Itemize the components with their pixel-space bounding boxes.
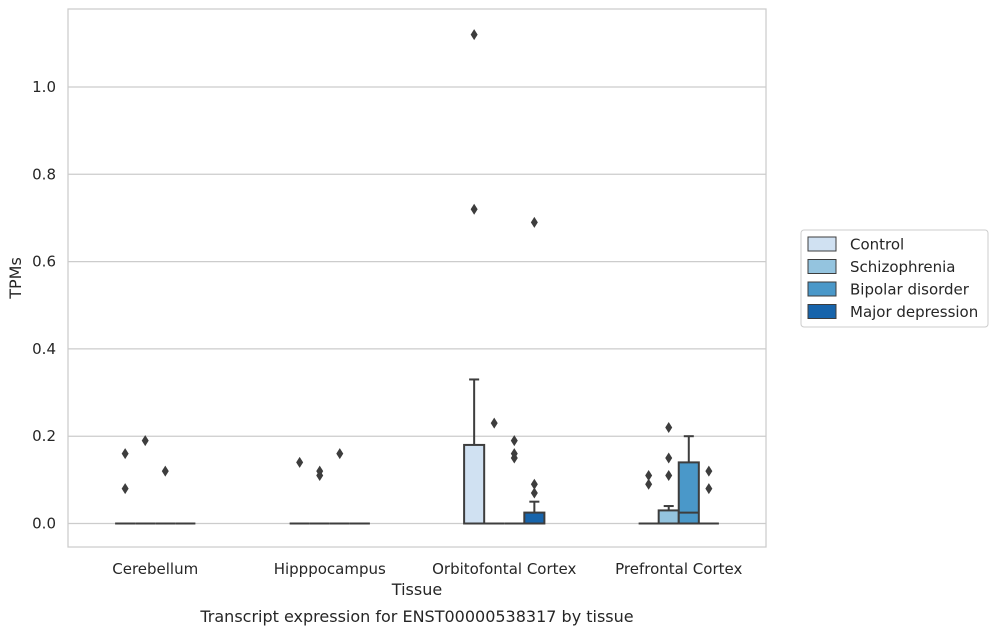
outlier-point xyxy=(510,448,518,460)
box-0-1 xyxy=(135,435,156,525)
x-tick-label: Orbitofontal Cortex xyxy=(432,560,576,578)
box xyxy=(657,509,680,525)
legend-frame xyxy=(800,229,989,328)
outlier-point xyxy=(316,465,324,477)
box-0-2 xyxy=(155,465,176,525)
legend-swatch xyxy=(807,281,837,297)
legend-label: Control xyxy=(850,236,904,254)
legend-label: Schizophrenia xyxy=(850,258,955,276)
outlier-point xyxy=(470,29,478,41)
y-tick-label: 0.6 xyxy=(32,253,56,271)
x-axis-title: Tissue xyxy=(391,580,442,599)
outlier-point xyxy=(141,435,149,447)
y-tick-label: 0.8 xyxy=(32,165,56,183)
box xyxy=(523,511,546,525)
outlier-point xyxy=(336,448,344,460)
legend-swatch xyxy=(807,304,837,319)
y-tick-labels: 0.0 0.2 0.4 0.6 0.8 1.0 xyxy=(32,78,56,533)
y-tick-label: 0.0 xyxy=(32,515,56,533)
box xyxy=(463,443,486,525)
legend-label: Major depression xyxy=(850,303,978,321)
outlier-point xyxy=(705,483,713,495)
outlier-point xyxy=(161,465,169,477)
outlier-point xyxy=(510,435,518,447)
outlier-point xyxy=(665,469,673,481)
y-tick-label: 0.4 xyxy=(32,340,56,358)
plot-frame xyxy=(67,8,767,548)
box-3-3 xyxy=(698,465,719,525)
box-2-3 xyxy=(523,216,546,525)
y-tick-label: 0.2 xyxy=(32,427,56,445)
box-3-0 xyxy=(638,469,659,525)
legend-label: Bipolar disorder xyxy=(850,281,970,299)
outlier-point xyxy=(490,417,498,429)
y-axis-title: TPMs xyxy=(6,257,25,300)
box-3-1 xyxy=(657,421,680,525)
box-3-2 xyxy=(677,435,700,525)
legend-swatch xyxy=(807,259,837,274)
legend-swatch xyxy=(807,236,837,252)
x-tick-label: Cerebellum xyxy=(112,560,198,578)
box-layer xyxy=(115,29,719,525)
box-2-0 xyxy=(463,29,486,525)
outlier-point xyxy=(121,448,129,460)
outlier-point xyxy=(470,203,478,215)
x-tick-label: Hipppocampus xyxy=(274,560,386,578)
box-2-2 xyxy=(504,435,525,525)
outlier-point xyxy=(645,469,653,481)
box-1-2 xyxy=(329,448,350,525)
outlier-point xyxy=(530,478,538,490)
outlier-point xyxy=(665,452,673,464)
grid-lines xyxy=(68,86,766,525)
outlier-point xyxy=(530,487,538,499)
outlier-point xyxy=(296,456,304,468)
outlier-point xyxy=(645,478,653,490)
legend: Control Schizophrenia Bipolar disorder Majo… xyxy=(800,229,989,328)
box-2-1 xyxy=(484,417,505,525)
box-0-0 xyxy=(115,448,136,525)
box-1-1 xyxy=(309,465,330,525)
y-tick-label: 1.0 xyxy=(32,78,56,96)
box-1-0 xyxy=(289,456,310,525)
figure-caption: Transcript expression for ENST0000053831… xyxy=(199,607,633,626)
outlier-point xyxy=(530,216,538,228)
outlier-point xyxy=(121,483,129,495)
x-tick-label: Prefrontal Cortex xyxy=(615,560,742,578)
x-tick-labels: Cerebellum Hipppocampus Orbitofontal Corte… xyxy=(112,560,742,578)
outlier-point xyxy=(665,421,673,433)
box xyxy=(677,461,700,525)
outlier-point xyxy=(705,465,713,477)
